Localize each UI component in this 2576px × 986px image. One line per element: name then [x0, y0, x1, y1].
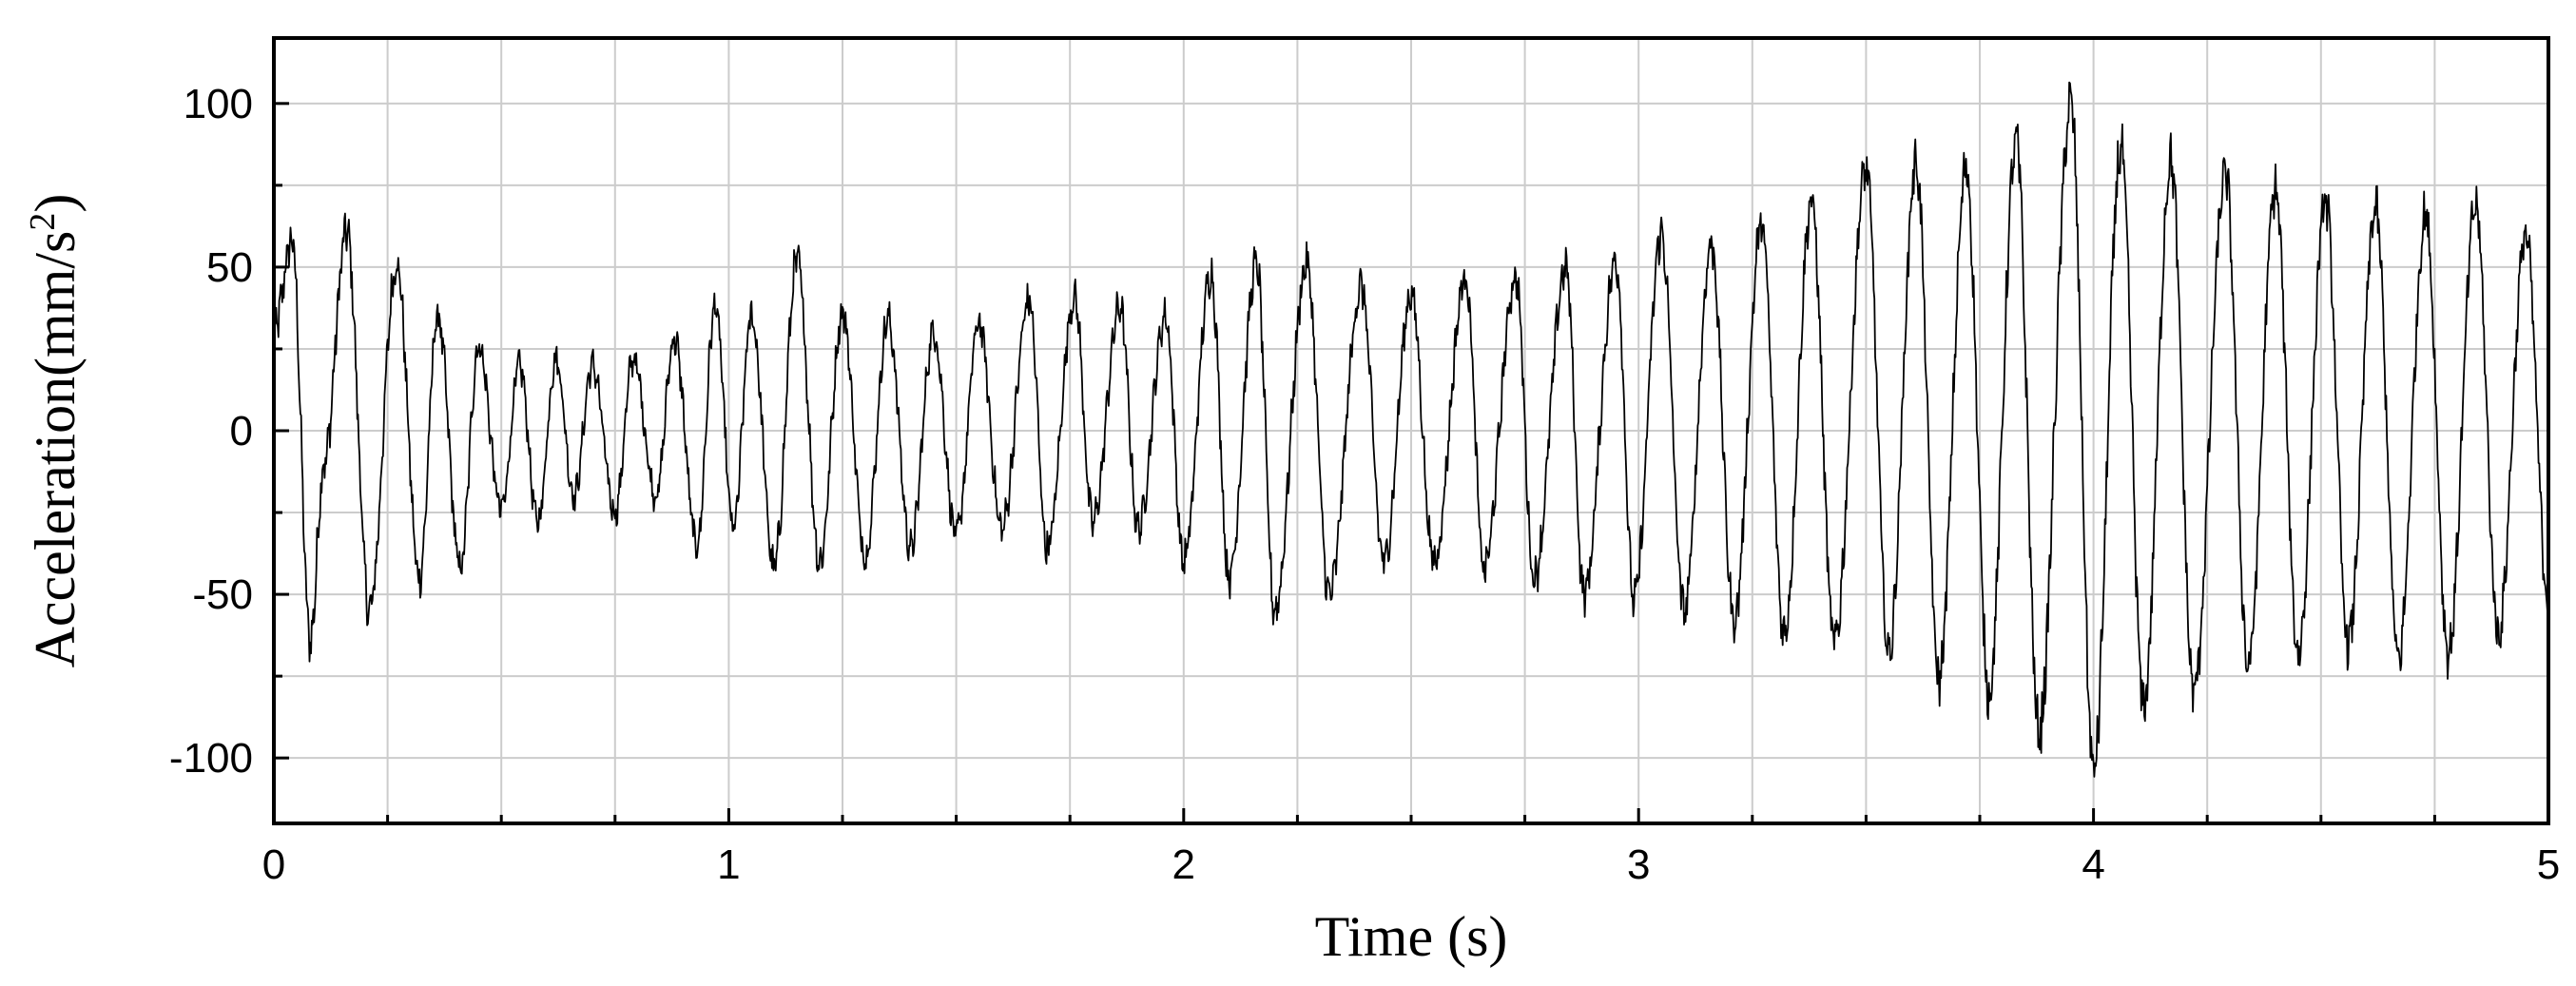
y-axis-title-superscript: 2: [23, 213, 63, 231]
x-tick-label: 0: [262, 841, 285, 888]
x-tick-label: 3: [1627, 841, 1650, 888]
y-axis-title: Acceleration(mm/s2): [23, 194, 87, 668]
x-axis-title: Time (s): [1315, 905, 1508, 968]
x-tick-label: 5: [2537, 841, 2560, 888]
grid: [274, 38, 2548, 823]
y-tick-label: -50: [192, 571, 253, 618]
y-tick-label: 100: [184, 81, 253, 127]
y-axis-title-suffix: ): [24, 194, 87, 213]
x-tick-label: 2: [1172, 841, 1195, 888]
series-line: [273, 81, 2549, 778]
x-tick-label: 1: [717, 841, 740, 888]
y-tick-label: -100: [169, 735, 253, 782]
x-tick-label: 4: [2082, 841, 2104, 888]
y-tick-label: 0: [230, 408, 253, 454]
axis-ticks: [272, 102, 2550, 823]
y-axis-title-main: Acceleration(mm/s: [24, 231, 87, 668]
y-tick-label: 50: [206, 244, 253, 291]
y-tick-labels: 100 50 0 -50 -100: [169, 81, 253, 782]
x-tick-labels: 0 1 2 3 4 5: [262, 841, 2560, 888]
